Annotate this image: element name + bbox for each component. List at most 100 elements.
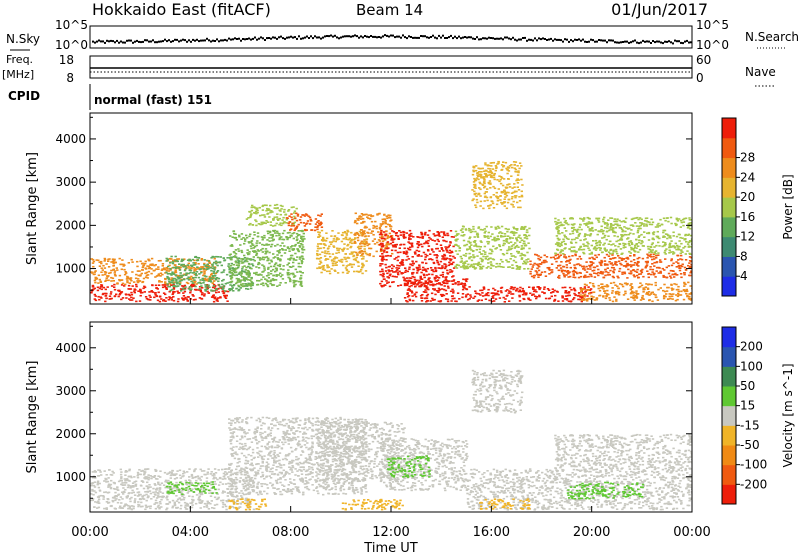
power-cell: [661, 267, 664, 270]
power-cell: [365, 213, 368, 216]
power-cell: [363, 220, 366, 223]
nsky-sample: [292, 36, 294, 39]
power-cell: [476, 201, 479, 204]
power-cell: [255, 208, 258, 211]
power-cell: [346, 257, 349, 259]
power-cell: [165, 257, 168, 260]
power-cell: [267, 257, 270, 260]
power-cell: [565, 237, 569, 240]
power-cell: [279, 204, 283, 207]
power-cell: [675, 266, 678, 268]
power-cell: [442, 276, 445, 278]
power-cell: [655, 257, 658, 259]
power-cell: [341, 234, 344, 237]
power-cell: [425, 286, 428, 288]
power-cell: [384, 263, 387, 266]
power-cell: [177, 298, 180, 300]
power-cell: [502, 161, 505, 163]
power-cell: [298, 219, 302, 221]
power-cell: [536, 263, 539, 266]
power-cell: [356, 253, 359, 255]
power-cell: [279, 268, 283, 270]
nsky-sample: [612, 39, 614, 42]
power-cell: [507, 191, 510, 194]
power-cell: [213, 280, 216, 282]
power-cell: [245, 283, 249, 286]
power-cell: [504, 298, 507, 300]
power-cell: [675, 248, 678, 251]
power-cell: [476, 235, 479, 237]
power-cell: [336, 237, 339, 239]
power-cell: [474, 245, 478, 247]
power-cell: [334, 240, 337, 243]
power-cell: [385, 255, 388, 257]
power-cell: [516, 239, 519, 242]
power-cell: [341, 271, 345, 274]
power-cell: [279, 244, 282, 247]
power-cell: [588, 273, 592, 276]
nsky-sample: [430, 36, 432, 38]
power-cell: [271, 278, 275, 280]
power-cell: [353, 241, 357, 243]
power-cell: [396, 235, 400, 237]
power-cell: [503, 189, 506, 191]
nsky-sample: [586, 41, 588, 43]
power-cell: [348, 253, 352, 255]
power-cell: [176, 258, 179, 260]
power-cell: [593, 276, 597, 278]
nsky-sample: [138, 40, 140, 43]
power-cell: [589, 268, 592, 270]
power-cell: [195, 288, 198, 291]
power-cell: [316, 226, 319, 228]
power-cell: [574, 241, 578, 244]
nsky-sample: [242, 38, 244, 40]
power-cell: [684, 269, 688, 271]
power-cell: [618, 270, 621, 273]
nsky-sample: [100, 40, 102, 43]
power-cell: [408, 285, 411, 288]
power-cell: [354, 232, 357, 235]
power-cell: [680, 242, 683, 245]
power-cell: [573, 229, 576, 231]
power-cell: [251, 264, 255, 267]
power-cell: [295, 232, 299, 235]
power-cell: [360, 229, 363, 231]
nsky-sample: [478, 38, 480, 41]
nsky-sample: [96, 40, 98, 43]
power-cell: [250, 267, 253, 270]
power-cell: [94, 276, 97, 279]
power-cell: [672, 252, 676, 254]
power-cell: [362, 213, 366, 216]
power-cell: [520, 247, 524, 249]
power-cell: [341, 258, 344, 261]
nsky-tick-high: 10^5: [55, 18, 88, 32]
power-cell: [621, 271, 624, 274]
power-cell: [187, 262, 190, 265]
power-cell: [363, 245, 366, 248]
power-cell: [266, 221, 270, 223]
power-cell: [265, 251, 268, 254]
power-cell: [479, 263, 482, 266]
power-cell: [665, 248, 668, 250]
power-cell: [571, 298, 575, 301]
power-cell: [189, 259, 192, 262]
power-cell: [98, 298, 101, 301]
power-cell: [279, 259, 282, 262]
power-cell: [433, 254, 436, 256]
power-cell: [232, 263, 235, 266]
power-cell: [610, 224, 613, 226]
power-cell: [387, 247, 390, 249]
power-cell: [647, 232, 651, 235]
power-cell: [684, 217, 688, 220]
nsky-sample: [348, 35, 350, 38]
power-cell: [406, 300, 409, 303]
nsky-sample: [298, 35, 300, 38]
power-cell: [118, 274, 122, 277]
power-cell: [391, 267, 394, 270]
power-cell: [146, 265, 149, 267]
power-cell: [442, 250, 445, 252]
power-cell: [234, 282, 238, 285]
power-cell: [198, 286, 202, 288]
power-cell: [173, 277, 176, 280]
power-cell: [112, 265, 115, 267]
